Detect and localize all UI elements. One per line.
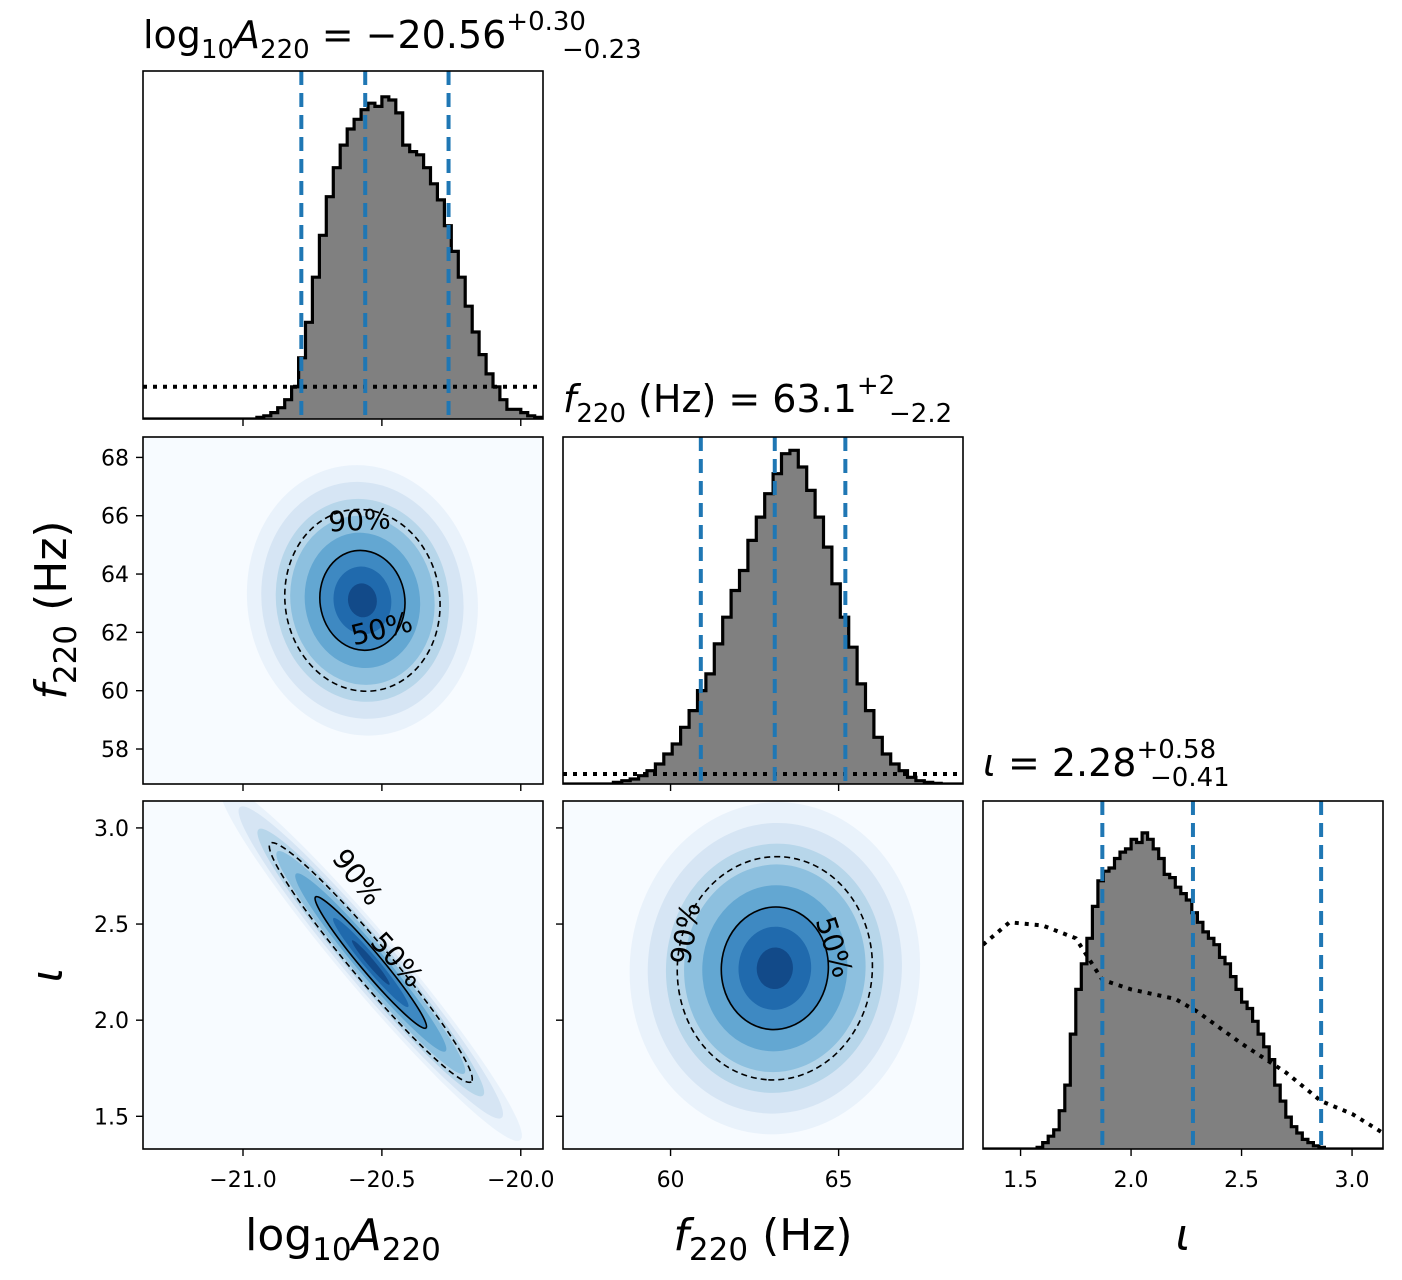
panel-log10A-marginal <box>142 70 544 426</box>
histogram-fill <box>563 450 963 784</box>
y-tick-label: 64 <box>101 563 129 588</box>
contour-90 <box>283 508 441 693</box>
y-tick-label: 2.5 <box>94 913 129 938</box>
ylabel-f220: f220 (Hz) <box>26 520 84 699</box>
histogram-fill <box>143 96 543 419</box>
y-tick-label: 1.5 <box>94 1105 129 1130</box>
y-tick-label: 68 <box>101 446 129 471</box>
panel-f220-vs-log10A: 90%50% 58 60 62 64 66 68 <box>101 436 544 791</box>
contour-50 <box>720 906 830 1031</box>
x-tick-label: −20.0 <box>487 1168 554 1193</box>
ylabel-iota: ι <box>22 968 73 983</box>
histogram-outline <box>563 448 963 784</box>
x-tick-label: 1.5 <box>1003 1168 1038 1193</box>
density-level <box>351 940 390 985</box>
x-tick-label: −21.0 <box>209 1168 276 1193</box>
histogram-fill <box>983 832 1383 1149</box>
y-tick-label: 66 <box>101 505 129 530</box>
panel-iota-vs-f220: 90% 50% 60 65 <box>556 800 964 1193</box>
title-f220: f220 (Hz) = 63.1+2 <box>563 371 895 429</box>
contour-90 <box>676 855 874 1081</box>
x-tick-label: −20.5 <box>348 1168 415 1193</box>
contour-90 <box>268 841 474 1084</box>
xlabel-log10A: log10A220 <box>245 1210 441 1268</box>
x-tick-label: 2.0 <box>1114 1168 1149 1193</box>
plot-area: 90%50% <box>143 437 543 784</box>
axes-frame <box>142 800 544 1150</box>
title-log10A: log10A220 = −20.56+0.30 <box>143 7 586 65</box>
y-tick-label: 62 <box>101 621 129 646</box>
x-tick-label: 60 <box>657 1168 685 1193</box>
plot-area <box>983 801 1383 1149</box>
contour-50 <box>314 895 428 1030</box>
panel-iota-marginal: 1.5 2.0 2.5 3.0 <box>982 800 1384 1193</box>
y-tick-label: 2.0 <box>94 1009 129 1034</box>
title-f220-lower: −2.2 <box>889 399 952 429</box>
title-log10A-lower: −0.23 <box>562 35 642 65</box>
plot-area: 90%50% <box>563 801 963 1149</box>
axes-frame <box>562 800 964 1150</box>
title-iota: ι = 2.28+0.58 <box>983 735 1216 785</box>
panel-f220-marginal <box>562 436 964 791</box>
axes-frame <box>142 436 544 785</box>
x-tick-label: 2.5 <box>1224 1168 1259 1193</box>
xlabel-f220: f220 (Hz) <box>673 1210 852 1268</box>
y-tick-label: 58 <box>101 738 129 763</box>
y-tick-label: 3.0 <box>94 817 129 842</box>
xlabel-iota: ι <box>1176 1210 1191 1261</box>
contour-label: 90% <box>328 502 392 538</box>
panel-iota-vs-log10A: 90%50% −21.0 −20.5 −20.0 1.5 2.0 2.5 3.0 <box>94 800 554 1193</box>
axes-frame <box>982 800 1384 1150</box>
density-level <box>756 947 793 990</box>
histogram-outline <box>983 831 1383 1149</box>
y-tick-label: 60 <box>101 680 129 705</box>
plot-area <box>143 71 543 419</box>
title-iota-lower: −0.41 <box>1150 763 1230 793</box>
plot-area <box>563 437 963 784</box>
plot-area: 90%50% <box>143 801 543 1149</box>
axes-frame <box>142 70 544 420</box>
contour-50 <box>319 549 406 652</box>
x-tick-label: 65 <box>825 1168 853 1193</box>
density-level <box>347 583 377 618</box>
axes-frame <box>562 436 964 785</box>
x-tick-label: 3.0 <box>1335 1168 1370 1193</box>
